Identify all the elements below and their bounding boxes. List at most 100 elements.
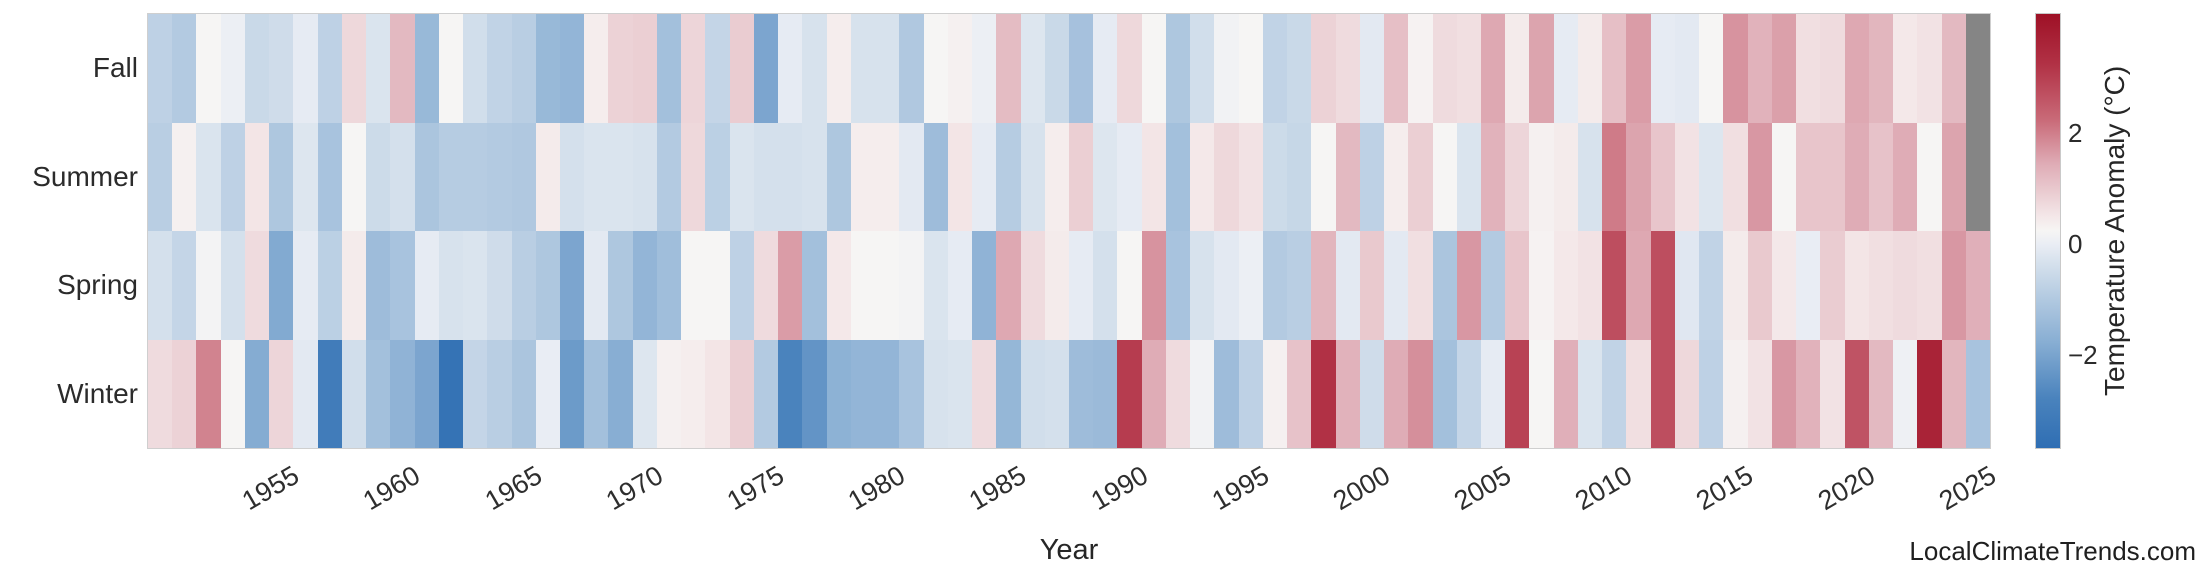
heatmap-cell xyxy=(899,122,924,231)
heatmap-cell xyxy=(753,231,779,340)
heatmap-cell xyxy=(778,339,803,448)
heatmap-cell xyxy=(584,122,609,231)
heatmap-cell xyxy=(317,122,342,231)
heatmap-cell xyxy=(438,339,464,448)
heatmap-cell xyxy=(463,339,488,448)
heatmap-cell xyxy=(535,122,561,231)
heatmap-cell xyxy=(244,14,270,123)
heatmap-cell xyxy=(802,231,827,340)
heatmap-cell xyxy=(1068,231,1094,340)
heatmap-cell xyxy=(1553,14,1578,123)
heatmap-cell xyxy=(1481,14,1506,123)
heatmap-cell xyxy=(1674,122,1700,231)
heatmap-cell xyxy=(1432,339,1457,448)
heatmap-cell xyxy=(1408,122,1433,231)
heatmap-cell xyxy=(1020,231,1045,340)
heatmap-cell xyxy=(172,14,197,123)
heatmap-cell xyxy=(148,122,173,231)
heatmap-cell xyxy=(414,339,439,448)
heatmap-cell xyxy=(366,231,391,340)
heatmap-cell xyxy=(947,14,973,123)
heatmap-cell xyxy=(972,231,997,340)
heatmap-cell xyxy=(414,14,439,123)
heatmap-cell xyxy=(317,339,342,448)
heatmap-cell xyxy=(1408,339,1433,448)
heatmap-cell xyxy=(632,339,657,448)
heatmap-cell xyxy=(1408,231,1433,340)
heatmap-cell xyxy=(560,14,585,123)
heatmap-cell xyxy=(560,231,585,340)
x-tick-label-1970: 1970 xyxy=(600,460,668,517)
heatmap-cell xyxy=(1432,122,1457,231)
heatmap-cell xyxy=(1238,122,1263,231)
heatmap-cell xyxy=(1505,14,1530,123)
heatmap-cell xyxy=(1602,122,1627,231)
heatmap-cell xyxy=(1214,14,1239,123)
heatmap-cell xyxy=(1650,122,1675,231)
heatmap-cell xyxy=(1093,339,1118,448)
heatmap-cell xyxy=(972,14,997,123)
heatmap-cell xyxy=(1456,231,1482,340)
heatmap-cell xyxy=(1917,14,1942,123)
heatmap-cell xyxy=(1481,122,1506,231)
row-label-fall: Fall xyxy=(92,52,138,84)
heatmap-cell xyxy=(220,231,245,340)
heatmap-cell xyxy=(1238,339,1263,448)
heatmap-cell xyxy=(729,122,754,231)
heatmap-cell xyxy=(1553,122,1578,231)
heatmap-cell xyxy=(996,122,1021,231)
heatmap-cell xyxy=(341,14,367,123)
heatmap-cell xyxy=(1020,14,1045,123)
heatmap-cell xyxy=(1141,14,1166,123)
heatmap-cell xyxy=(947,339,973,448)
heatmap-cell xyxy=(1262,14,1288,123)
heatmap-cell xyxy=(608,122,633,231)
heatmap-cell xyxy=(972,122,997,231)
heatmap-cell xyxy=(341,122,367,231)
heatmap-cell xyxy=(972,339,997,448)
heatmap-cell xyxy=(850,339,876,448)
heatmap-cell xyxy=(996,14,1021,123)
heatmap-cell xyxy=(802,339,827,448)
heatmap-cell xyxy=(1214,122,1239,231)
heatmap-cell xyxy=(1893,231,1918,340)
heatmap-cell xyxy=(875,122,900,231)
heatmap-cell xyxy=(1771,122,1797,231)
heatmap-cell xyxy=(196,339,221,448)
heatmap-cell xyxy=(681,339,706,448)
heatmap-cell xyxy=(584,14,609,123)
heatmap-cell xyxy=(511,122,536,231)
heatmap-cell xyxy=(1505,231,1530,340)
heatmap-cell xyxy=(1068,122,1094,231)
heatmap-cell xyxy=(1820,122,1845,231)
heatmap-cell xyxy=(269,339,294,448)
heatmap-cell xyxy=(148,231,173,340)
heatmap-cell xyxy=(1384,231,1409,340)
x-tick-label-1985: 1985 xyxy=(964,460,1032,517)
heatmap-cell xyxy=(656,14,682,123)
heatmap-cell xyxy=(535,14,561,123)
heatmap-cell xyxy=(705,339,730,448)
heatmap-cell xyxy=(1723,122,1748,231)
heatmap-cell xyxy=(1844,339,1869,448)
heatmap-cell xyxy=(341,339,367,448)
heatmap-cell xyxy=(1723,231,1748,340)
heatmap-cell xyxy=(1408,14,1433,123)
heatmap-cell xyxy=(729,14,754,123)
heatmap-grid xyxy=(147,13,1991,449)
heatmap-cell xyxy=(487,231,512,340)
heatmap-cell xyxy=(1214,231,1239,340)
heatmap-cell xyxy=(1917,122,1942,231)
watermark-text: LocalClimateTrends.com xyxy=(1909,536,2196,566)
heatmap-cell xyxy=(1893,122,1918,231)
heatmap-cell xyxy=(1747,231,1772,340)
heatmap-cell xyxy=(632,231,657,340)
heatmap-cell xyxy=(414,122,439,231)
heatmap-cell xyxy=(899,231,924,340)
heatmap-cell xyxy=(1165,339,1191,448)
heatmap-cell xyxy=(1456,339,1482,448)
heatmap-cell xyxy=(1965,14,1990,123)
heatmap-cell xyxy=(1893,339,1918,448)
heatmap-cell xyxy=(802,122,827,231)
